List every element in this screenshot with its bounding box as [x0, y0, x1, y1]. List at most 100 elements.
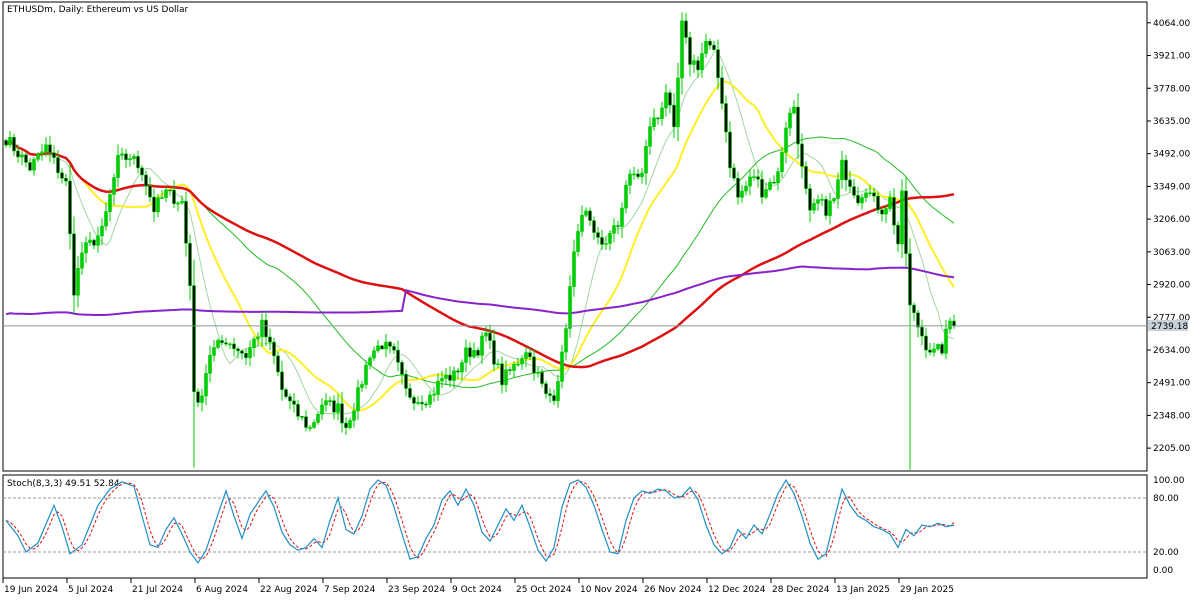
candle: [172, 180, 176, 208]
candle-body: [332, 400, 336, 413]
candle-body: [64, 177, 68, 182]
candle-body: [884, 208, 888, 215]
candle: [196, 388, 200, 408]
candle: [612, 218, 616, 243]
candle-body: [440, 378, 444, 382]
candle: [260, 313, 264, 348]
candle: [552, 389, 556, 405]
candle: [828, 192, 832, 225]
ma-yellow-line: [5, 80, 955, 412]
candle: [128, 153, 132, 167]
candle-body: [28, 162, 32, 171]
candle-body: [256, 336, 260, 340]
candle-body: [436, 380, 440, 395]
candle: [232, 337, 236, 357]
time-tick-label: 10 Nov 2024: [580, 585, 638, 595]
candle-body: [504, 369, 508, 386]
candle-body: [460, 362, 464, 373]
candle-body: [728, 131, 732, 169]
candle-body: [544, 383, 548, 395]
candle: [632, 166, 636, 180]
candle-body: [536, 372, 540, 374]
candle-body: [352, 410, 356, 421]
candle-body: [680, 20, 684, 79]
candle-body: [784, 127, 788, 153]
candle: [420, 395, 424, 411]
candle-body: [516, 363, 520, 366]
price-tick-label: 3921.00: [1153, 52, 1190, 62]
candle: [240, 350, 244, 360]
time-tick-label: 6 Aug 2024: [196, 585, 248, 595]
candle: [572, 239, 576, 297]
candle: [780, 146, 784, 178]
candle-body: [72, 233, 76, 296]
candle: [124, 149, 128, 168]
candle-body: [760, 178, 764, 198]
candle: [372, 346, 376, 362]
candle-body: [648, 126, 652, 147]
candle: [484, 325, 488, 342]
candle: [896, 221, 900, 253]
candle: [816, 194, 820, 211]
candle-body: [264, 319, 268, 338]
candle-body: [652, 117, 656, 127]
candle-body: [872, 192, 876, 197]
candle-body: [512, 364, 516, 371]
candle: [600, 229, 604, 250]
candle: [804, 161, 808, 195]
candle: [116, 144, 120, 188]
candle: [84, 236, 88, 263]
candle: [932, 342, 936, 357]
candle-body: [328, 400, 332, 402]
candle-body: [240, 350, 244, 354]
candle: [312, 419, 316, 429]
candle-body: [420, 402, 424, 405]
candle-body: [916, 312, 920, 328]
time-tick-label: 13 Jan 2025: [836, 585, 890, 595]
candle: [512, 361, 516, 378]
candle-body: [412, 397, 416, 404]
candle: [32, 157, 36, 176]
candle-body: [252, 338, 256, 348]
candle-body: [892, 197, 896, 226]
candle-body: [752, 176, 756, 178]
current-price-label: 2739.18: [1148, 319, 1188, 332]
candle-body: [232, 343, 236, 350]
ma-fast-line: [5, 51, 955, 415]
candle: [340, 392, 344, 433]
candle: [480, 332, 484, 364]
candle-body: [24, 154, 28, 163]
candle: [108, 189, 112, 222]
candle: [92, 238, 96, 250]
candle: [832, 197, 836, 204]
candle: [824, 195, 828, 220]
candle: [24, 152, 28, 168]
candle-body: [828, 200, 832, 216]
candle: [704, 33, 708, 58]
candle-body: [596, 232, 600, 238]
candle: [524, 346, 528, 368]
candle: [236, 346, 240, 359]
candle-body: [600, 237, 604, 245]
candle-body: [236, 348, 240, 352]
candle: [444, 367, 448, 386]
candle: [348, 417, 352, 430]
candle-body: [152, 196, 156, 213]
candle: [744, 180, 748, 196]
candle-body: [168, 189, 172, 192]
candle: [4, 138, 8, 148]
candle-body: [856, 195, 860, 204]
candle: [908, 238, 912, 470]
candle-body: [508, 369, 512, 371]
candle: [592, 216, 596, 240]
candle-body: [684, 20, 688, 38]
candle-body: [32, 158, 36, 171]
candle-body: [928, 349, 932, 353]
candle-body: [80, 252, 84, 269]
candle: [468, 342, 472, 366]
candle-body: [344, 422, 348, 428]
candle: [316, 412, 320, 425]
candle: [944, 320, 948, 360]
price-tick-label: 4064.00: [1153, 19, 1190, 29]
